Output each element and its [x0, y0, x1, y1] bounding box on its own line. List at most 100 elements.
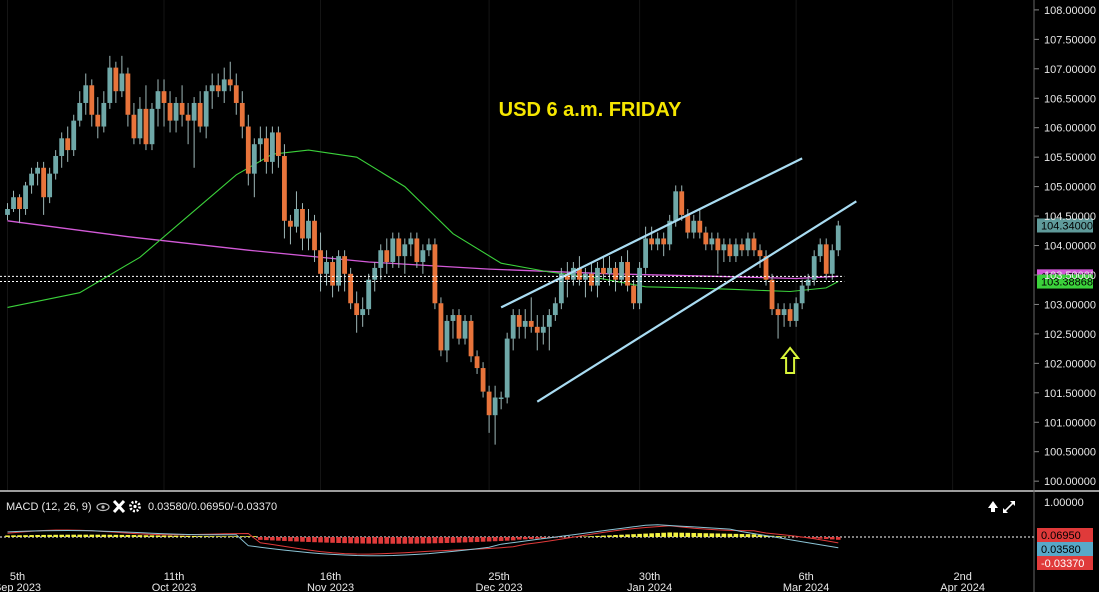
candle[interactable] — [5, 203, 10, 221]
candle[interactable] — [546, 309, 552, 351]
candle[interactable] — [221, 67, 227, 103]
candle[interactable] — [444, 315, 450, 363]
macd-settings-gear-icon[interactable] — [129, 500, 141, 513]
expand-icon[interactable] — [1003, 501, 1015, 513]
candle[interactable] — [715, 232, 721, 274]
candle[interactable] — [522, 309, 528, 339]
candle[interactable] — [619, 256, 624, 286]
candle[interactable] — [691, 214, 697, 239]
candle[interactable] — [360, 297, 366, 327]
candle[interactable] — [294, 191, 299, 233]
candle[interactable] — [480, 362, 486, 398]
candle[interactable] — [637, 262, 642, 310]
candle[interactable] — [799, 279, 805, 310]
candle[interactable] — [733, 238, 739, 263]
candle[interactable] — [613, 262, 618, 292]
candle[interactable] — [23, 181, 28, 215]
candle[interactable] — [300, 203, 305, 251]
candle[interactable] — [179, 85, 185, 127]
candle[interactable] — [366, 273, 372, 316]
candle[interactable] — [17, 194, 22, 224]
candle[interactable] — [173, 97, 179, 133]
candle[interactable] — [679, 185, 685, 221]
candle[interactable] — [793, 297, 799, 327]
candle[interactable] — [125, 67, 131, 127]
macd-eye-icon[interactable] — [96, 502, 110, 512]
candle[interactable] — [65, 126, 71, 162]
candle[interactable] — [829, 244, 835, 280]
candle[interactable] — [95, 97, 101, 139]
candle[interactable] — [769, 273, 775, 316]
candle[interactable] — [288, 214, 293, 245]
candle[interactable] — [227, 61, 233, 92]
candle[interactable] — [215, 73, 221, 98]
candle[interactable] — [558, 267, 564, 310]
candle[interactable] — [306, 209, 311, 251]
candle[interactable] — [649, 226, 655, 251]
candle[interactable] — [727, 238, 733, 263]
candle[interactable] — [486, 385, 492, 433]
channel-line[interactable] — [500, 157, 803, 309]
candle[interactable] — [137, 97, 143, 145]
candle[interactable] — [540, 315, 546, 345]
candle[interactable] — [251, 138, 257, 198]
candle[interactable] — [564, 262, 570, 298]
candle[interactable] — [312, 214, 317, 263]
candle[interactable] — [745, 232, 751, 257]
candle[interactable] — [191, 97, 197, 168]
candle[interactable] — [408, 232, 414, 257]
candle[interactable] — [131, 102, 137, 145]
candle[interactable] — [101, 91, 107, 133]
candle[interactable] — [348, 267, 354, 310]
channel-line[interactable] — [536, 200, 857, 403]
candle[interactable] — [757, 244, 763, 268]
candle[interactable] — [721, 238, 727, 263]
candle[interactable] — [643, 226, 649, 274]
candle[interactable] — [372, 262, 378, 292]
candle[interactable] — [336, 250, 341, 292]
candle[interactable] — [781, 303, 787, 327]
candle[interactable] — [667, 214, 673, 251]
candle[interactable] — [167, 91, 173, 133]
candle[interactable] — [342, 250, 348, 292]
candle[interactable] — [498, 391, 504, 410]
candle[interactable] — [47, 167, 53, 204]
candle[interactable] — [528, 297, 534, 333]
candlesticks[interactable] — [5, 55, 841, 445]
candle[interactable] — [245, 114, 251, 186]
candle[interactable] — [607, 256, 612, 286]
candle[interactable] — [625, 250, 630, 292]
candle[interactable] — [709, 232, 715, 251]
candle[interactable] — [378, 244, 384, 280]
candle[interactable] — [59, 132, 65, 168]
candle[interactable] — [318, 232, 323, 292]
candle[interactable] — [456, 309, 462, 345]
candle[interactable] — [203, 85, 209, 139]
candle[interactable] — [492, 385, 498, 445]
candle[interactable] — [432, 238, 438, 310]
candle[interactable] — [811, 250, 817, 286]
macd-close-icon[interactable] — [112, 499, 126, 514]
candle[interactable] — [420, 244, 426, 274]
candle[interactable] — [396, 232, 402, 268]
candle[interactable] — [282, 144, 287, 239]
candle[interactable] — [577, 256, 582, 286]
candle[interactable] — [775, 303, 781, 339]
candle[interactable] — [77, 91, 83, 127]
candle[interactable] — [787, 303, 793, 327]
candle[interactable] — [823, 238, 829, 280]
candle[interactable] — [11, 190, 16, 212]
candle[interactable] — [462, 315, 468, 345]
candle[interactable] — [384, 238, 390, 274]
candle[interactable] — [185, 102, 191, 145]
candle[interactable] — [697, 209, 703, 239]
candle[interactable] — [354, 291, 360, 333]
candle[interactable] — [402, 238, 408, 274]
candle[interactable] — [534, 315, 540, 351]
candle[interactable] — [35, 161, 40, 186]
candle[interactable] — [149, 102, 155, 151]
candle[interactable] — [516, 309, 522, 339]
candle[interactable] — [426, 238, 432, 257]
candle[interactable] — [552, 297, 558, 321]
candle[interactable] — [107, 55, 113, 109]
